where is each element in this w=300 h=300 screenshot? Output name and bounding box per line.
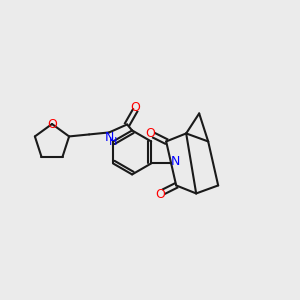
- Text: N: N: [170, 155, 180, 168]
- Text: N: N: [104, 131, 114, 144]
- Text: O: O: [145, 127, 155, 140]
- Text: O: O: [155, 188, 165, 201]
- Text: H: H: [109, 137, 117, 147]
- Text: O: O: [47, 118, 57, 130]
- Text: O: O: [130, 101, 140, 114]
